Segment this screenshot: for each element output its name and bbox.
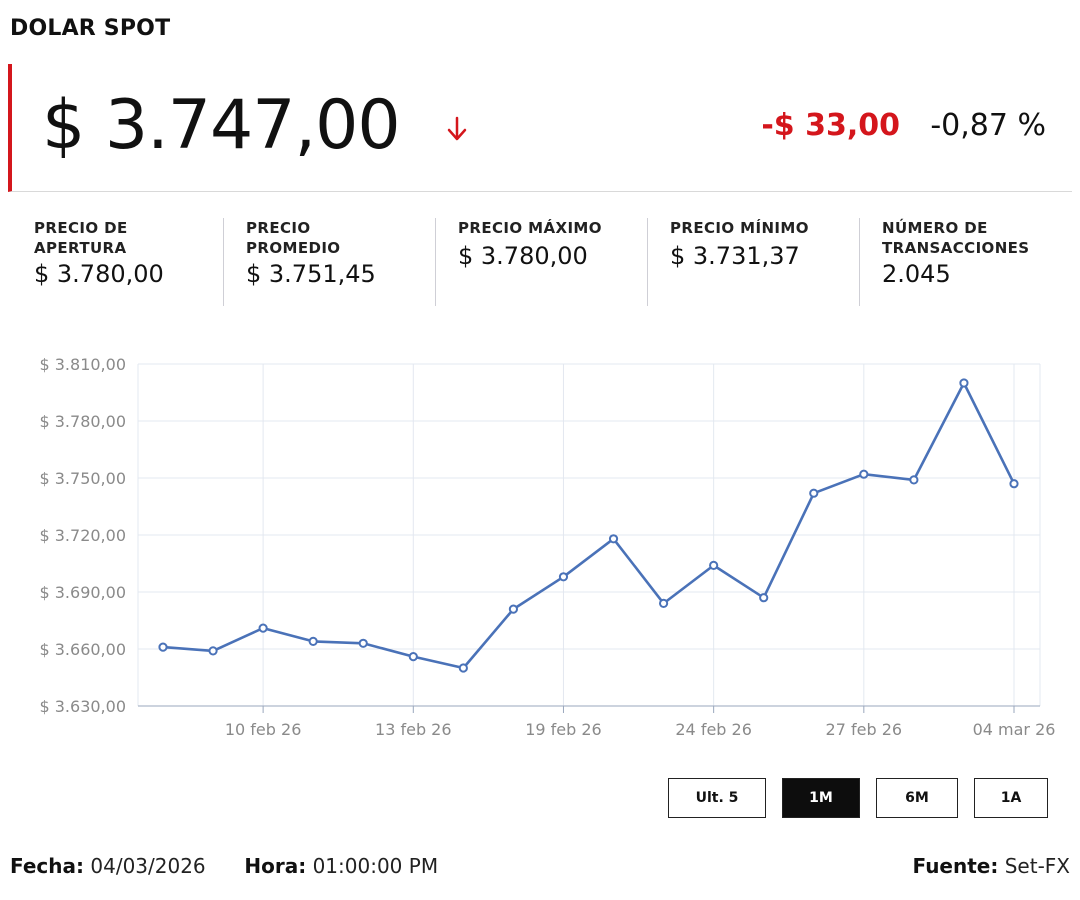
data-point (959, 378, 969, 388)
y-tick-label: $ 3.780,00 (39, 412, 126, 431)
y-tick-label: $ 3.690,00 (39, 583, 126, 602)
price-panel: $ 3.747,00 -$ 33,00 -0,87 % (8, 64, 1072, 192)
y-tick-label: $ 3.810,00 (39, 355, 126, 374)
range-button-6m[interactable]: 6M (876, 778, 958, 818)
price-change: -$ 33,00 (761, 108, 900, 143)
stat-label: PRECIO PROMEDIO (246, 219, 341, 257)
range-selector: Ult. 5 1M 6M 1A (668, 778, 1048, 818)
data-point (408, 652, 418, 662)
x-tick-label: 19 feb 26 (525, 720, 602, 739)
data-point (358, 638, 368, 648)
stat-min-price: PRECIO MÍNIMO $ 3.731,37 (648, 218, 860, 306)
source-label: Fuente: (912, 854, 999, 878)
data-point (308, 636, 318, 646)
data-point (558, 572, 569, 582)
range-button-1a[interactable]: 1A (974, 778, 1048, 818)
data-point (709, 560, 719, 570)
x-tick-label: 10 feb 26 (225, 720, 302, 739)
stat-value: $ 3.731,37 (670, 242, 800, 270)
price-change-percent: -0,87 % (930, 108, 1046, 143)
x-tick-label: 27 feb 26 (826, 720, 903, 739)
data-point (809, 488, 819, 498)
stat-label: PRECIO MÍNIMO (670, 219, 809, 237)
data-point (658, 598, 669, 608)
date-label: Fecha: (10, 854, 85, 878)
stat-value: $ 3.780,00 (458, 242, 588, 270)
stat-label: NÚMERO DE TRANSACCIONES (882, 219, 1030, 257)
data-point (909, 475, 919, 485)
stat-value: $ 3.751,45 (246, 260, 376, 288)
data-point (608, 534, 619, 544)
data-point (158, 642, 168, 652)
y-tick-label: $ 3.630,00 (39, 697, 126, 716)
stat-transactions: NÚMERO DE TRANSACCIONES 2.045 (860, 218, 1072, 306)
stats-row: PRECIO DE APERTURA $ 3.780,00 PRECIO PROME… (12, 218, 1072, 308)
data-point (859, 469, 869, 479)
stat-max-price: PRECIO MÁXIMO $ 3.780,00 (436, 218, 648, 306)
data-point (258, 623, 268, 633)
data-point (1009, 479, 1019, 489)
stat-label: PRECIO DE APERTURA (34, 219, 128, 257)
data-point (759, 593, 769, 603)
range-button-ult5[interactable]: Ult. 5 (668, 778, 766, 818)
current-price: $ 3.747,00 (42, 86, 401, 165)
source-value: Set-FX (1004, 854, 1070, 878)
data-point (458, 663, 468, 673)
stat-value: 2.045 (882, 260, 951, 288)
footer: Fecha: 04/03/2026 Hora: 01:00:00 PM Fuen… (10, 854, 1070, 878)
time-value: 01:00:00 PM (312, 854, 439, 878)
y-tick-label: $ 3.720,00 (39, 526, 126, 545)
stat-opening-price: PRECIO DE APERTURA $ 3.780,00 (12, 218, 224, 306)
x-tick-label: 24 feb 26 (675, 720, 752, 739)
page-title: DOLAR SPOT (10, 16, 171, 41)
data-point (508, 604, 519, 614)
x-tick-label: 04 mar 26 (973, 720, 1056, 739)
date-value: 04/03/2026 (90, 854, 206, 878)
y-tick-label: $ 3.750,00 (39, 469, 126, 488)
price-line-chart: $ 3.630,00 $ 3.660,00 $ 3.690,00 $ 3.720,00… (39, 355, 1056, 739)
y-tick-label: $ 3.660,00 (39, 640, 126, 659)
time-label: Hora: (244, 854, 307, 878)
series-line (162, 381, 1016, 670)
stat-label: PRECIO MÁXIMO (458, 219, 602, 237)
data-point (208, 646, 218, 656)
x-tick-label: 13 feb 26 (375, 720, 452, 739)
arrow-down-icon (447, 116, 467, 141)
stat-value: $ 3.780,00 (34, 260, 164, 288)
stat-average-price: PRECIO PROMEDIO $ 3.751,45 (224, 218, 436, 306)
range-button-1m[interactable]: 1M (782, 778, 860, 818)
